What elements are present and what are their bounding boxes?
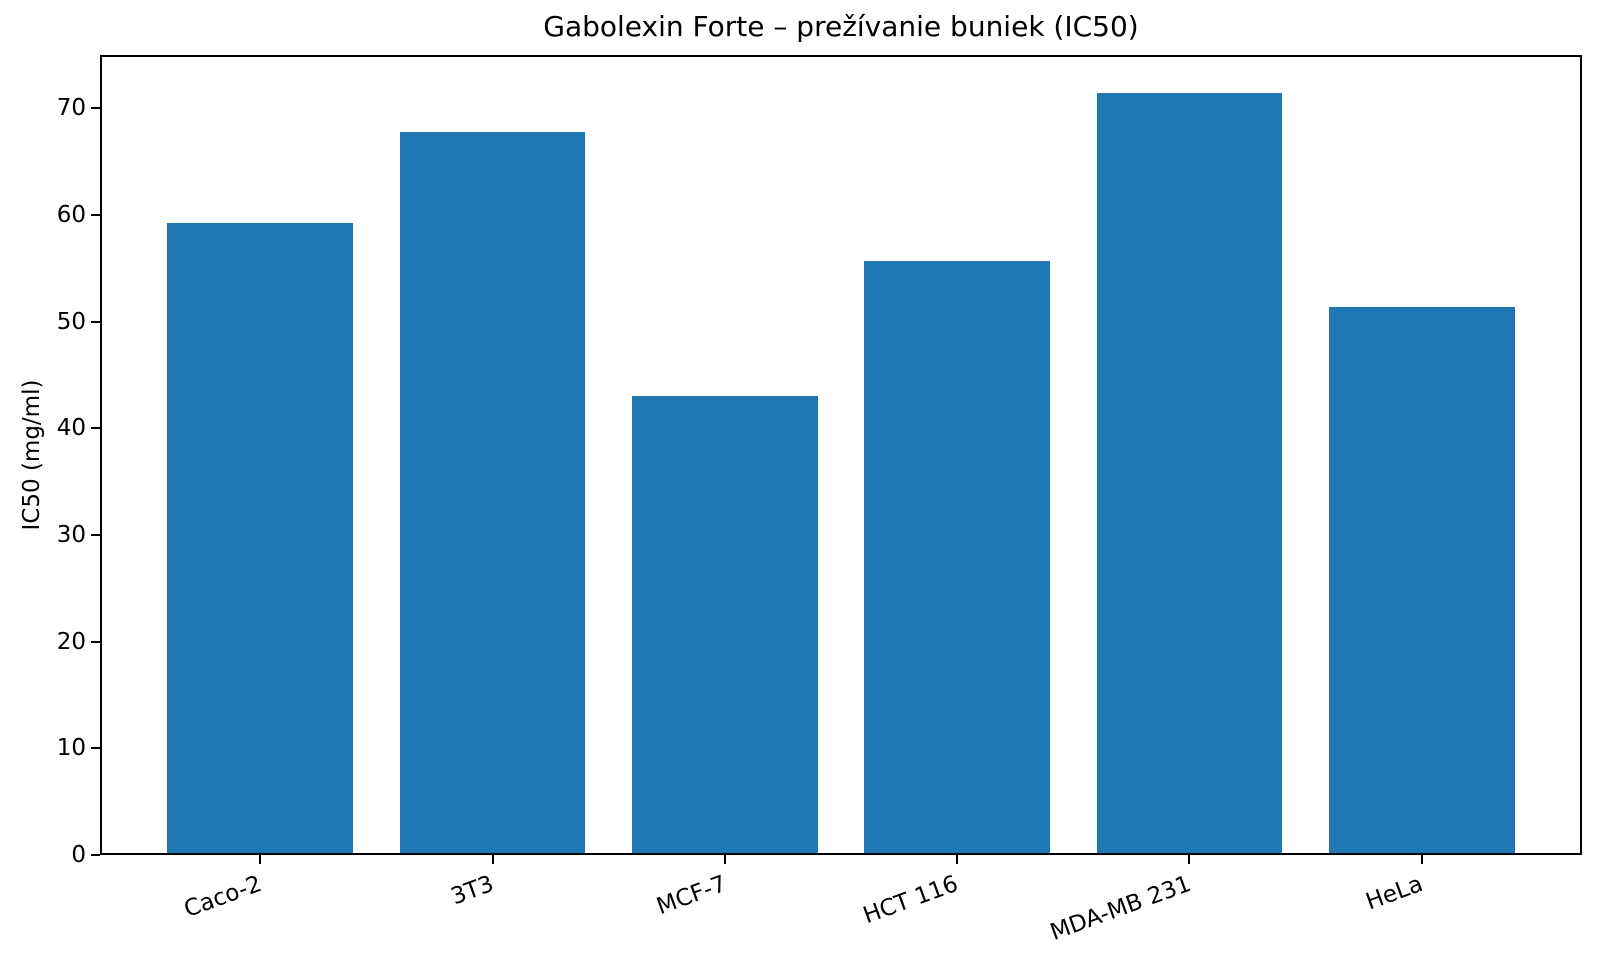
- x-tick-mark-mda-mb-231: [1188, 855, 1191, 864]
- chart-title: Gabolexin Forte – prežívanie buniek (IC5…: [543, 10, 1139, 43]
- bar-caco-2: [167, 222, 354, 855]
- y-tick-label-10: 10: [56, 735, 86, 762]
- x-tick-mark-hct-116: [956, 855, 959, 864]
- bar-mda-mb-231: [1096, 93, 1283, 855]
- bar-hct-116: [864, 260, 1050, 855]
- y-tick-mark-10: [91, 747, 100, 750]
- y-tick-mark-0: [91, 854, 100, 856]
- y-tick-mark-40: [91, 427, 100, 430]
- y-tick-mark-60: [91, 214, 100, 216]
- bar-3t3: [399, 131, 586, 855]
- y-tick-mark-50: [91, 320, 100, 323]
- y-tick-mark-30: [91, 534, 100, 536]
- x-tick-mark-3t3: [491, 855, 494, 864]
- x-tick-label-caco-2: Caco-2: [180, 871, 266, 923]
- y-tick-label-50: 50: [56, 308, 86, 335]
- y-tick-mark-20: [91, 640, 100, 643]
- x-tick-label-3t3: 3T3: [447, 871, 498, 911]
- y-tick-mark-70: [91, 107, 100, 110]
- y-tick-label-30: 30: [56, 522, 86, 548]
- y-tick-label-0: 0: [71, 842, 86, 868]
- x-tick-label-mcf-7: MCF-7: [653, 871, 730, 921]
- bar-hela: [1328, 306, 1515, 855]
- y-tick-label-20: 20: [56, 628, 86, 655]
- x-tick-mark-mcf-7: [723, 855, 726, 864]
- bar-mcf-7: [631, 396, 818, 855]
- y-tick-label-60: 60: [56, 202, 86, 228]
- x-tick-mark-caco-2: [259, 855, 262, 864]
- y-tick-label-40: 40: [56, 415, 86, 442]
- x-tick-mark-hela: [1420, 855, 1423, 864]
- y-tick-label-70: 70: [56, 95, 86, 122]
- x-tick-label-hela: HeLa: [1362, 871, 1427, 916]
- x-tick-label-mda-mb-231: MDA-MB 231: [1046, 871, 1195, 946]
- x-tick-label-hct-116: HCT 116: [860, 871, 963, 930]
